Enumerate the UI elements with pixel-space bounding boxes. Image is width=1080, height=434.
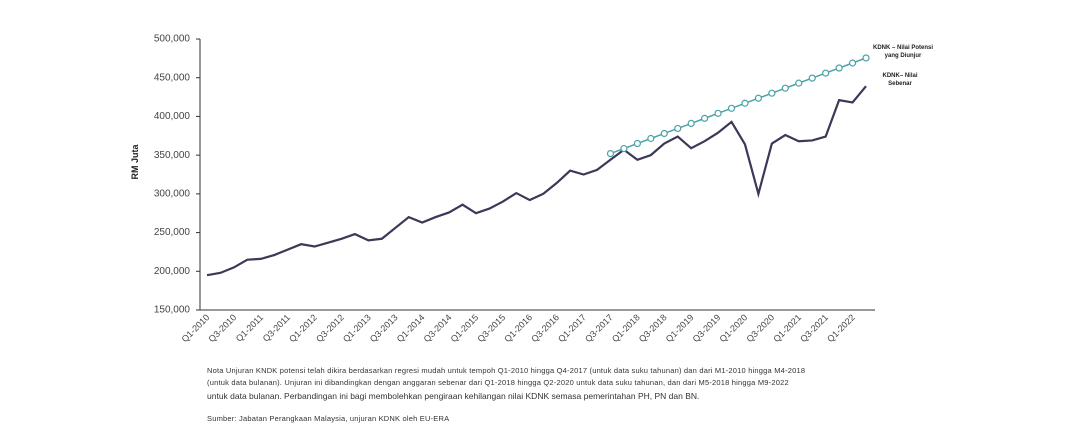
projection-marker xyxy=(633,139,641,148)
y-axis-label: RM Juta xyxy=(130,144,140,180)
x-tick-label: Q1-2012 xyxy=(287,312,319,344)
x-tick-label: Q1-2011 xyxy=(234,312,265,343)
x-tick-label: Q1-2019 xyxy=(664,312,696,344)
projection-marker xyxy=(606,149,615,158)
x-tick-label: Q3-2016 xyxy=(529,312,561,344)
y-tick-label: 150,000 xyxy=(154,305,191,316)
y-tick-label: 200,000 xyxy=(154,266,191,277)
x-tick-label: Q3-2013 xyxy=(368,312,400,344)
projection-marker xyxy=(781,84,789,92)
x-tick-label: Q1-2013 xyxy=(341,312,373,344)
projection-marker xyxy=(620,144,628,153)
projection-marker xyxy=(835,64,843,72)
x-tick-label: Q3-2010 xyxy=(206,312,238,344)
projection-marker xyxy=(808,74,816,82)
x-tick-label: Q1-2017 xyxy=(556,312,588,344)
x-tick-label: Q1-2018 xyxy=(610,312,642,344)
x-tick-label: Q1-2015 xyxy=(449,312,481,344)
x-tick-label: Q3-2017 xyxy=(583,312,615,344)
x-tick-label: Q1-2020 xyxy=(718,312,750,344)
note-line: Nota Unjuran KNDK potensi telah dikira b… xyxy=(207,366,806,375)
x-tick-label: Q1-2014 xyxy=(395,312,427,344)
projection-marker xyxy=(647,134,655,143)
source: Sumber: Jabatan Perangkaan Malaysia, unj… xyxy=(207,414,450,423)
projection-marker xyxy=(741,99,749,107)
x-tick-label: Q1-2010 xyxy=(180,312,212,344)
x-tick-label: Q3-2020 xyxy=(744,312,776,344)
projection-marker xyxy=(687,119,695,127)
x-tick-label: Q3-2019 xyxy=(691,312,723,344)
y-tick-label: 450,000 xyxy=(154,72,191,83)
x-tick-label: Q3-2012 xyxy=(314,312,346,344)
x-tick-label: Q1-2016 xyxy=(502,312,534,344)
projection-marker xyxy=(660,129,668,138)
x-tick-label: Q3-2021 xyxy=(798,312,830,344)
note-line: untuk data bulanan. Perbandingan ini bag… xyxy=(207,391,700,401)
legend-label: KDNK– Nilai Sebenar xyxy=(882,73,918,87)
projection-marker xyxy=(674,124,682,133)
legend-label: KDNK – Nilai Potensi yang Diunjur xyxy=(872,45,933,59)
y-tick-label: 500,000 xyxy=(154,34,191,45)
projection-marker xyxy=(848,59,857,67)
y-tick-label: 350,000 xyxy=(154,150,191,161)
projection-marker xyxy=(768,89,776,97)
x-tick-label: Q3-2018 xyxy=(637,312,669,344)
projection-marker xyxy=(795,79,803,87)
x-tick-label: Q3-2011 xyxy=(261,312,292,343)
x-tick-label: Q3-2015 xyxy=(475,312,507,344)
note-line: (untuk data bulanan). Unjuran ini diband… xyxy=(207,378,789,387)
series-line xyxy=(206,85,867,277)
y-tick-label: 250,000 xyxy=(154,227,191,238)
y-tick-label: 400,000 xyxy=(154,111,191,122)
projection-marker xyxy=(727,104,736,112)
x-tick-label: Q1-2022 xyxy=(825,312,857,344)
projection-marker xyxy=(714,109,722,117)
x-tick-label: Q1-2021 xyxy=(771,312,803,344)
projection-marker xyxy=(754,94,763,102)
projection-marker xyxy=(862,54,870,62)
projection-marker xyxy=(701,114,709,122)
x-tick-label: Q3-2014 xyxy=(422,312,454,344)
projection-marker xyxy=(822,69,830,77)
y-tick-label: 300,000 xyxy=(154,188,191,199)
